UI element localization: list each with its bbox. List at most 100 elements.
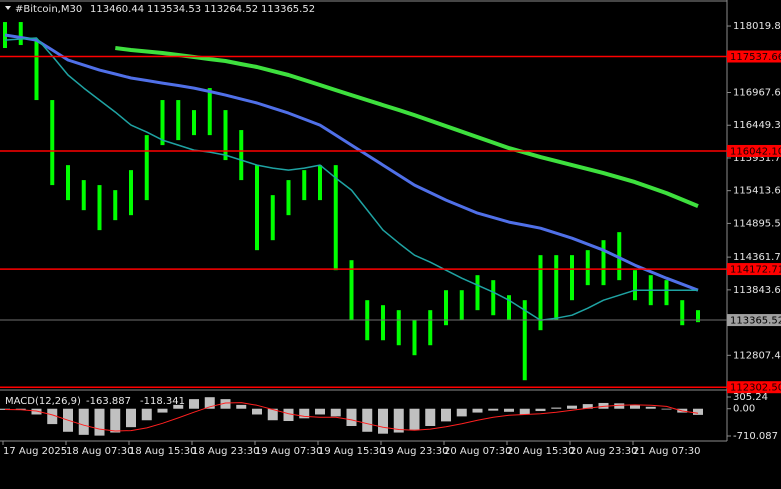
ohlc-header-value: 113365.52 — [261, 4, 315, 15]
price-bar — [444, 290, 448, 326]
y-tick-label: 118019.89 — [733, 21, 781, 32]
macd-histogram-bar — [378, 408, 388, 434]
macd-histogram-bar — [236, 404, 247, 409]
price-bar — [270, 195, 275, 241]
macd-histogram-bar — [157, 408, 168, 413]
macd-header-value: -118.341 — [140, 396, 185, 407]
macd-histogram-bar — [630, 404, 640, 409]
macd-histogram-bar — [126, 408, 136, 428]
menu-arrow[interactable] — [5, 6, 11, 10]
last-price-label: 113365.52 — [730, 316, 781, 327]
price-bar — [207, 88, 212, 136]
price-bar — [50, 100, 55, 186]
level-label: 112302.50 — [730, 383, 781, 394]
price-bar — [18, 22, 23, 46]
x-tick-label: 18 Aug 15:30 — [129, 446, 196, 457]
price-bar — [696, 310, 700, 323]
level-label-box — [727, 263, 781, 276]
level-label-box — [727, 50, 781, 63]
macd-histogram-bar — [110, 408, 121, 433]
price-bar — [176, 100, 181, 141]
price-bar — [97, 185, 102, 231]
macd-histogram-bar — [267, 408, 278, 421]
level-label-box — [727, 144, 781, 157]
price-bar — [286, 180, 291, 216]
macd-histogram-bar — [519, 408, 530, 415]
macd-histogram-bar — [141, 408, 152, 421]
price-bar — [491, 280, 496, 316]
price-bar — [459, 290, 464, 321]
macd-histogram-bar — [220, 399, 231, 409]
macd-histogram-bar — [173, 404, 184, 409]
moving-average — [4, 37, 698, 321]
price-bar — [664, 280, 669, 306]
macd-histogram-bar — [645, 406, 656, 409]
price-bar — [633, 270, 637, 301]
price-bar — [554, 255, 559, 321]
x-tick-label: 18 Aug 23:30 — [192, 446, 259, 457]
price-bar — [66, 165, 70, 201]
y-tick-label: 305.24 — [733, 392, 768, 403]
macd-histogram-bar — [535, 408, 546, 412]
y-tick-label: 0.00 — [733, 404, 755, 415]
macd-title: MACD(12,26,9) — [5, 396, 81, 407]
price-bar — [129, 170, 133, 216]
price-bar — [160, 100, 165, 146]
macd-histogram-bar — [693, 408, 703, 415]
last-price-box — [727, 314, 781, 327]
y-tick-label: -710.087 — [733, 431, 778, 442]
ohlc-header-value: 113460.44 — [90, 4, 144, 15]
price-bar — [570, 255, 574, 301]
x-tick-label: 20 Aug 15:30 — [507, 446, 574, 457]
macd-histogram-bar — [31, 408, 42, 415]
macd-histogram-bar — [94, 408, 105, 436]
symbol-title: #Bitcoin,M30 — [15, 4, 82, 15]
price-bar — [412, 320, 417, 356]
macd-histogram-bar — [283, 408, 294, 422]
price-bar — [192, 110, 196, 136]
y-tick-label: 112807.40 — [733, 350, 781, 361]
macd-histogram-bar — [488, 408, 499, 411]
macd-histogram-bar — [504, 408, 514, 412]
macd-histogram-bar — [299, 408, 310, 419]
price-bar — [333, 165, 338, 271]
x-tick-label: 19 Aug 07:30 — [255, 446, 322, 457]
price-bar — [475, 275, 480, 311]
level-label-box — [727, 381, 781, 394]
macd-histogram-bar — [330, 408, 341, 417]
macd-histogram-bar — [598, 402, 609, 409]
macd-signal-line — [4, 402, 699, 432]
x-tick-label: 19 Aug 23:30 — [381, 446, 448, 457]
price-bar — [81, 180, 86, 211]
x-tick-label: 17 Aug 2025 — [3, 446, 67, 457]
macd-histogram-bar — [614, 403, 625, 409]
x-tick-label: 18 Aug 07:30 — [66, 446, 133, 457]
price-bar — [223, 110, 228, 161]
macd-histogram-bar — [47, 408, 58, 425]
price-bar — [538, 255, 543, 331]
y-tick-label: 115931.70 — [733, 153, 781, 164]
price-bar — [601, 240, 606, 286]
macd-histogram-bar — [0, 408, 10, 410]
price-bar — [113, 190, 118, 221]
y-tick-label: 116967.62 — [733, 88, 781, 99]
macd-header-value: -163.887 — [86, 396, 131, 407]
y-tick-label: 114895.55 — [733, 218, 781, 229]
price-bar — [680, 300, 685, 326]
y-tick-label: 114361.70 — [733, 252, 781, 263]
price-bar — [255, 165, 259, 251]
macd-histogram-bar — [346, 408, 357, 427]
macd-histogram-bar — [472, 408, 483, 413]
price-bar — [381, 305, 385, 341]
level-label: 116042.10 — [730, 146, 781, 157]
macd-histogram-bar — [252, 408, 262, 415]
price-bar — [585, 250, 590, 286]
y-tick-label: 116449.36 — [733, 120, 781, 131]
price-bar — [34, 40, 39, 101]
ohlc-header-value: 113264.52 — [204, 4, 258, 15]
macd-histogram-bar — [567, 405, 577, 409]
macd-histogram-bar — [441, 408, 451, 422]
price-bar — [302, 170, 307, 201]
price-bar — [522, 300, 527, 381]
macd-histogram-bar — [189, 399, 199, 409]
